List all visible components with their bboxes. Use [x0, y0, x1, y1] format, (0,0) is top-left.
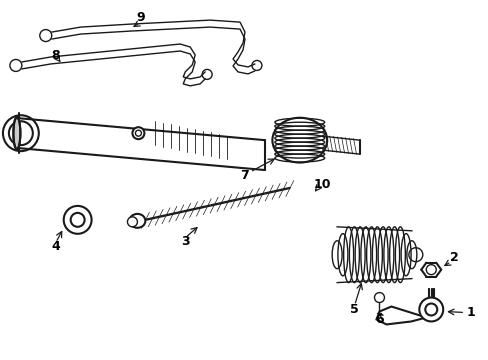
Text: 8: 8: [51, 49, 60, 62]
Text: 4: 4: [51, 240, 60, 253]
Text: 2: 2: [449, 251, 458, 264]
Text: 10: 10: [313, 179, 331, 192]
Text: 7: 7: [240, 168, 249, 181]
Circle shape: [127, 217, 137, 227]
Circle shape: [419, 298, 442, 321]
Circle shape: [63, 206, 91, 234]
Polygon shape: [376, 306, 426, 324]
Ellipse shape: [13, 117, 20, 149]
Ellipse shape: [272, 118, 326, 163]
Circle shape: [3, 115, 39, 151]
Text: 1: 1: [466, 306, 474, 319]
Ellipse shape: [129, 214, 145, 228]
Text: 6: 6: [374, 313, 383, 326]
Text: 9: 9: [136, 11, 144, 24]
Text: 5: 5: [349, 303, 358, 316]
Circle shape: [132, 127, 144, 139]
Text: 3: 3: [181, 235, 189, 248]
